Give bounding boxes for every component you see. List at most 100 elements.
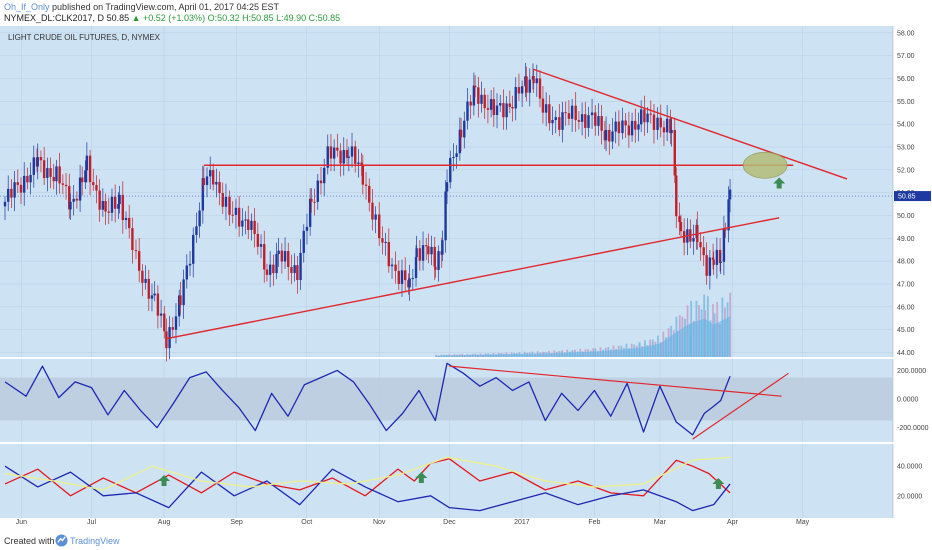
- price-tick-label: 53.00: [897, 144, 915, 151]
- candle-body: [662, 127, 666, 133]
- candle-body: [188, 263, 192, 266]
- candle-body: [95, 185, 98, 191]
- volume-average-area: [713, 316, 731, 357]
- candle-body: [634, 120, 637, 130]
- candle-body: [310, 198, 313, 202]
- candle-body: [192, 234, 195, 264]
- candle-body: [434, 266, 437, 270]
- candle-body: [587, 115, 590, 128]
- panel-2-axis-area: [893, 359, 932, 442]
- oscillator-series-line-1: [4, 458, 731, 497]
- candle-body: [594, 112, 597, 126]
- candle-body: [84, 170, 87, 183]
- candle-body: [678, 216, 681, 223]
- candle-body: [608, 129, 611, 142]
- candle-body: [425, 245, 428, 247]
- candle-body: [495, 105, 499, 116]
- price-tick-label: 47.00: [897, 281, 915, 288]
- x-tick-label: May: [796, 519, 810, 526]
- last-price: 50.85: [106, 13, 130, 23]
- volume-average-area: [676, 323, 691, 357]
- candle-body: [237, 207, 241, 227]
- oscillator-series-line-2: [4, 465, 731, 512]
- candle-body: [603, 130, 607, 141]
- candle-body: [177, 295, 181, 317]
- candle-body: [201, 178, 205, 211]
- candle-body: [159, 313, 163, 316]
- panel-3-background: [0, 444, 893, 518]
- candle-body: [670, 129, 673, 134]
- candle-body: [202, 178, 206, 185]
- price-tick-label: 49.00: [897, 236, 915, 243]
- cci-trendline-descending: [449, 365, 782, 397]
- candle-body: [590, 112, 594, 116]
- candle-body: [371, 202, 374, 220]
- candle-body: [131, 228, 134, 251]
- candle-body: [584, 114, 587, 128]
- candle-body: [659, 117, 662, 128]
- candle-body: [256, 233, 260, 247]
- candle-body: [141, 270, 144, 283]
- candle-body: [134, 250, 138, 252]
- candle-body: [137, 251, 141, 271]
- candle-body: [117, 204, 120, 209]
- price-trendline-lower-rising: [166, 217, 780, 340]
- candle-body: [646, 113, 649, 123]
- candle-body: [708, 257, 712, 276]
- candle-body: [179, 295, 182, 306]
- candle-body: [42, 160, 46, 179]
- candle-body: [354, 146, 357, 164]
- price-tick-label: 55.00: [897, 99, 915, 106]
- candle-body: [452, 156, 455, 159]
- candle-body: [381, 238, 384, 243]
- candle-body: [277, 250, 280, 254]
- candle-body: [580, 114, 584, 122]
- candle-body: [280, 250, 284, 262]
- candle-body: [182, 279, 185, 306]
- candle-body: [69, 201, 72, 210]
- tradingview-brand[interactable]: TradingView: [70, 536, 120, 546]
- candle-body: [643, 109, 646, 123]
- chart-title: LIGHT CRUDE OIL FUTURES, D, NYMEX: [8, 33, 161, 42]
- candle-body: [275, 253, 278, 274]
- candle-body: [665, 118, 669, 133]
- candle-body: [250, 220, 253, 230]
- candle-body: [80, 177, 84, 183]
- candle-body: [13, 182, 16, 198]
- candle-body: [332, 147, 336, 159]
- candle-body: [253, 220, 256, 234]
- x-tick-label: 2017: [514, 519, 530, 526]
- candle-body: [347, 156, 351, 158]
- trendlines: [166, 68, 848, 440]
- candle-body: [174, 316, 178, 330]
- header-bar: Oh_If_Only published on TradingView.com,…: [0, 0, 932, 24]
- candle-body: [458, 129, 462, 154]
- volume-average-area: [435, 354, 483, 357]
- candle-body: [265, 269, 269, 275]
- candle-body: [561, 112, 564, 130]
- chart-area[interactable]: Jun Jul Aug Sep Oct Nov Dec 2017 Feb Mar Apr May 58.…: [0, 24, 932, 532]
- symbol-name: NYMEX_DL:CLK2017, D: [4, 13, 105, 23]
- candle-body: [124, 217, 128, 221]
- volume-average-area: [594, 348, 639, 357]
- price-tick-label: 54.00: [897, 122, 915, 129]
- candle-body: [499, 103, 502, 106]
- price-up-arrow-icon: [773, 177, 786, 189]
- volume-average-area: [690, 318, 705, 357]
- author-link[interactable]: Oh_If_Only: [4, 2, 50, 12]
- candle-body: [19, 184, 23, 193]
- candle-body: [463, 120, 466, 138]
- candle-body: [564, 112, 567, 114]
- candle-body: [268, 264, 272, 275]
- candle-body: [211, 170, 215, 185]
- candle-body: [247, 219, 250, 230]
- candle-body: [228, 196, 231, 215]
- candle-body: [259, 244, 263, 247]
- price-tick-label: 56.00: [897, 76, 915, 83]
- candle-body: [360, 162, 363, 166]
- candle-body: [88, 155, 92, 183]
- candle-body: [675, 175, 678, 217]
- candle-body: [621, 120, 624, 134]
- candle-body: [224, 196, 228, 207]
- candle-body: [520, 86, 524, 94]
